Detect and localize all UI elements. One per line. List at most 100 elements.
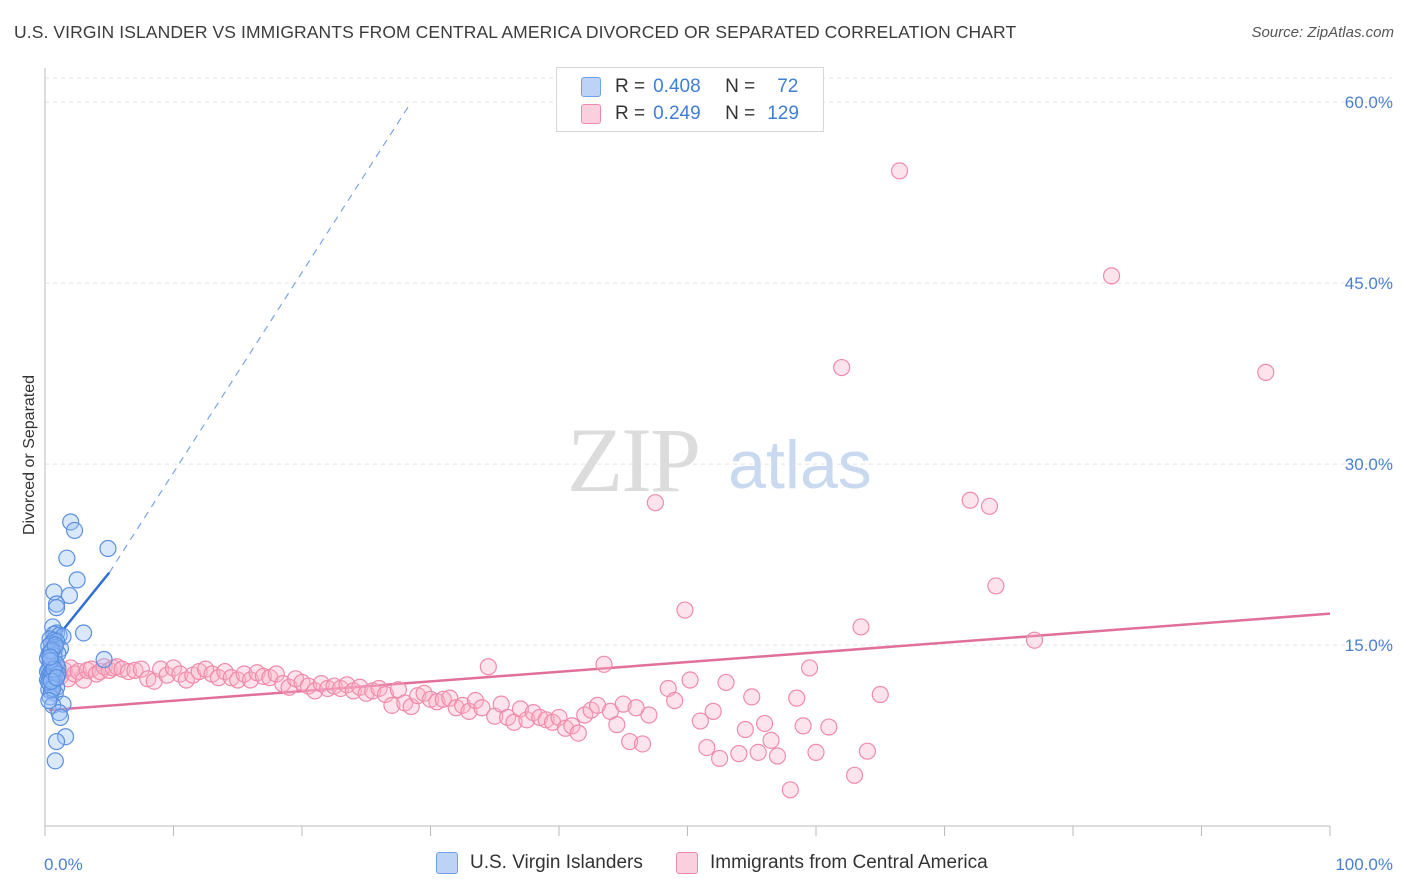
data-point-virgin-islanders: [95, 650, 113, 669]
data-point-central-america: [666, 691, 684, 710]
data-point-central-america: [749, 743, 767, 762]
data-point-central-america: [473, 699, 491, 717]
data-point-central-america: [550, 708, 568, 727]
legend-n-value: 129: [767, 103, 799, 124]
data-point-virgin-islanders: [68, 571, 86, 589]
data-point-central-america: [158, 666, 176, 684]
data-point-central-america: [229, 671, 247, 689]
data-point-central-america: [730, 745, 748, 763]
data-point-central-america: [441, 689, 459, 707]
data-point-central-america: [871, 685, 889, 704]
data-point-central-america: [415, 684, 433, 702]
legend-r-label: R =: [615, 103, 646, 124]
data-point-central-america: [370, 679, 388, 698]
watermark-zip: ZIP: [567, 409, 699, 511]
data-point-central-america: [852, 618, 870, 636]
data-point-central-america: [351, 678, 369, 696]
data-point-central-america: [1025, 631, 1044, 649]
data-point-central-america: [132, 660, 150, 678]
bottom-legend-swatch-blue: [436, 852, 458, 874]
bottom-legend-item-virgin-islanders: U.S. Virgin Islanders: [436, 852, 643, 874]
data-point-central-america: [676, 601, 694, 619]
data-point-central-america: [306, 682, 324, 700]
trend-line-virgin-islanders-extended: [108, 101, 412, 573]
data-point-central-america: [595, 655, 613, 673]
data-point-virgin-islanders: [58, 549, 76, 567]
y-tick-label: 45.0%: [1345, 274, 1393, 293]
data-point-central-america: [1257, 363, 1275, 381]
data-point-central-america: [788, 689, 806, 707]
y-tick-label: 15.0%: [1345, 636, 1393, 655]
data-point-central-america: [646, 494, 664, 512]
data-point-central-america: [961, 491, 979, 509]
data-point-virgin-islanders: [46, 752, 64, 770]
data-point-central-america: [466, 691, 485, 710]
data-point-central-america: [216, 662, 234, 681]
data-point-central-america: [681, 671, 699, 689]
data-point-central-america: [762, 731, 780, 749]
data-point-central-america: [511, 700, 530, 718]
data-point-virgin-islanders: [47, 669, 66, 687]
legend-swatch-pink: [581, 104, 601, 124]
data-point-central-america: [434, 690, 452, 708]
data-point-central-america: [621, 732, 639, 751]
data-point-central-america: [569, 724, 587, 742]
data-point-central-america: [858, 742, 877, 760]
data-point-central-america: [627, 699, 645, 717]
trend-lines: [47, 101, 1331, 712]
bottom-legend-label: U.S. Virgin Islanders: [470, 852, 643, 873]
data-point-central-america: [691, 712, 709, 730]
data-point-central-america: [614, 695, 632, 713]
watermark-atlas: atlas: [728, 427, 872, 503]
legend-n-label: N =: [725, 76, 756, 97]
data-point-central-america: [890, 162, 909, 180]
data-point-central-america: [768, 747, 787, 765]
data-point-virgin-islanders: [47, 599, 66, 617]
x-tick-label: 0.0%: [44, 855, 83, 874]
bottom-legend-item-central-america: Immigrants from Central America: [676, 852, 988, 874]
data-point-central-america: [376, 685, 395, 704]
data-point-central-america: [209, 669, 228, 687]
legend-n-value: 72: [777, 76, 799, 97]
data-point-virgin-islanders: [74, 624, 93, 642]
data-point-central-america: [704, 702, 722, 720]
legend-n-label: N =: [725, 103, 756, 124]
data-point-central-america: [987, 577, 1005, 595]
data-point-central-america: [402, 697, 420, 716]
data-point-virgin-islanders: [47, 732, 66, 751]
data-point-central-america: [833, 358, 851, 377]
data-point-virgin-islanders: [41, 648, 59, 666]
data-point-central-america: [338, 676, 356, 694]
legend-r-value: 0.249: [653, 103, 701, 124]
trend-line-central-america: [48, 612, 1331, 712]
data-point-central-america: [563, 717, 581, 735]
data-point-virgin-islanders: [40, 691, 58, 710]
data-point-central-america: [267, 665, 285, 683]
y-tick-label: 30.0%: [1345, 455, 1393, 474]
data-point-virgin-islanders: [51, 708, 70, 727]
data-point-central-america: [460, 702, 478, 720]
legend-r-label: R =: [615, 76, 646, 97]
data-point-central-america: [698, 738, 716, 757]
data-point-central-america: [807, 743, 825, 762]
data-point-central-america: [781, 781, 799, 799]
data-point-central-america: [980, 497, 999, 515]
data-point-central-america: [711, 749, 729, 768]
y-tick-label: 60.0%: [1345, 93, 1393, 112]
data-point-central-america: [755, 714, 774, 733]
data-point-virgin-islanders: [99, 539, 117, 558]
data-point-central-america: [640, 706, 658, 724]
trend-line-virgin-islanders: [47, 571, 111, 649]
gridlines: [45, 77, 1392, 646]
data-point-central-america: [736, 720, 754, 739]
legend-swatch-blue: [581, 77, 601, 97]
data-point-central-america: [800, 659, 819, 677]
data-point-central-america: [608, 716, 626, 734]
data-point-virgin-islanders: [62, 513, 80, 531]
data-point-central-america: [518, 711, 536, 729]
data-point-central-america: [1102, 267, 1121, 285]
data-point-virgin-islanders: [65, 521, 84, 540]
source-credit: Source: ZipAtlas.com: [1251, 24, 1394, 41]
data-point-central-america: [479, 658, 497, 676]
